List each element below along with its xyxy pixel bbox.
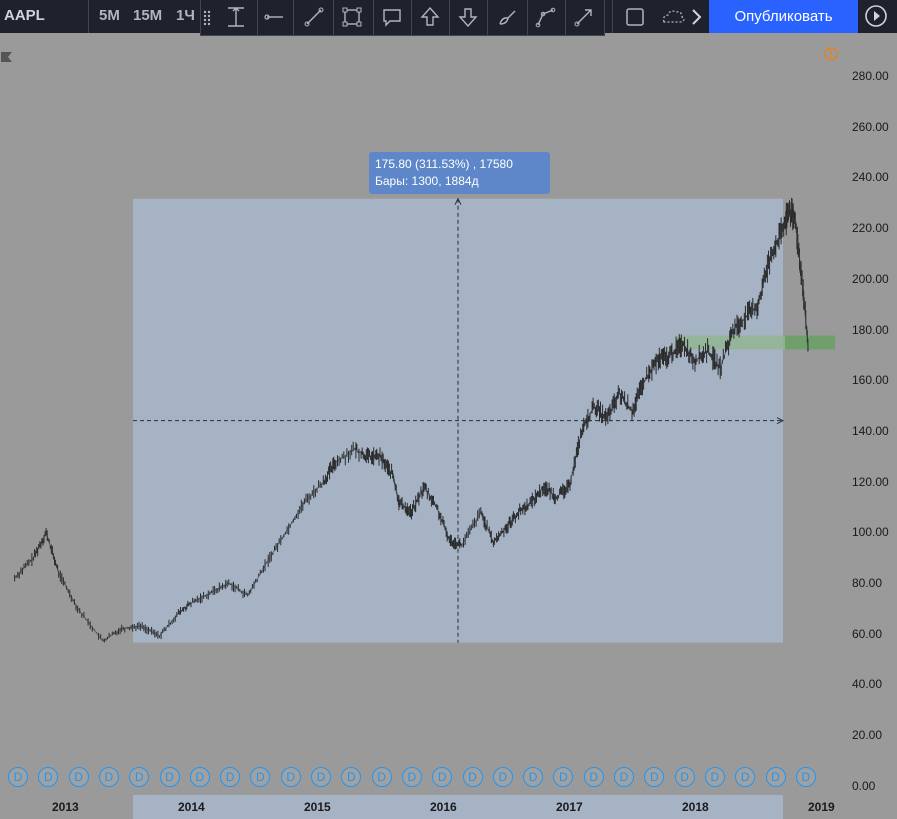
dividend-marker[interactable]: D	[735, 767, 756, 787]
price-tick: 240.00	[852, 170, 889, 185]
price-series	[14, 197, 809, 643]
timeframe-1h[interactable]: 1Ч	[176, 7, 195, 24]
time-tick: 2014	[178, 800, 205, 814]
dividend-marker[interactable]: D	[704, 767, 725, 787]
tool-divider	[487, 0, 488, 35]
callout-icon[interactable]	[377, 2, 407, 32]
trend-line-icon[interactable]	[299, 2, 329, 32]
dividend-marker[interactable]: D	[674, 767, 695, 787]
dividend-marker[interactable]: D	[371, 767, 392, 787]
price-tick: 220.00	[852, 221, 889, 236]
tool-divider	[333, 0, 334, 35]
dividend-marker[interactable]: D	[280, 767, 301, 787]
dividend-marker[interactable]: D	[8, 767, 28, 787]
support-zone-dark	[785, 335, 835, 350]
dividend-marker[interactable]: D	[129, 767, 150, 787]
dividend-marker[interactable]: D	[765, 767, 786, 787]
dividend-marker[interactable]: D	[432, 767, 453, 787]
dividend-marker[interactable]: D	[553, 767, 574, 787]
price-tick: 20.00	[852, 728, 883, 743]
drag-handle-icon[interactable]	[203, 10, 211, 26]
price-line	[14, 207, 809, 642]
time-tick: 2013	[52, 800, 79, 814]
dividend-marker[interactable]: D	[311, 767, 331, 787]
price-tick: 200.00	[852, 271, 889, 286]
chart-plot[interactable]	[0, 33, 840, 795]
flag-icon[interactable]	[0, 50, 14, 62]
price-tick: 160.00	[852, 373, 889, 388]
time-tick: 2018	[682, 800, 709, 814]
measure-arrow-up	[454, 197, 462, 205]
dividend-marker[interactable]: D	[583, 767, 604, 787]
time-range-highlight	[133, 795, 783, 819]
dividend-marker[interactable]: D	[250, 767, 271, 787]
dividend-marker[interactable]: D	[523, 767, 544, 787]
price-tick: 40.00	[852, 677, 883, 692]
price-tick: 100.00	[852, 525, 889, 540]
tool-divider	[527, 0, 528, 35]
measure-bars: Бары: 1300, 1884д	[375, 174, 479, 188]
dividend-marker[interactable]: D	[159, 767, 180, 787]
price-tick: 260.00	[852, 119, 889, 134]
dividend-marker[interactable]: D	[644, 767, 665, 787]
dividend-marker[interactable]: D	[614, 767, 634, 787]
brush-icon[interactable]	[493, 2, 523, 32]
measure-change: 175.80 (311.53%) , 17580	[375, 157, 513, 171]
dividend-marker[interactable]: D	[98, 767, 119, 787]
dividend-marker[interactable]: D	[492, 767, 513, 787]
tool-divider	[565, 0, 566, 35]
measure-tooltip: 175.80 (311.53%) , 17580 Бары: 1300, 188…	[369, 152, 550, 194]
price-tick: 180.00	[852, 322, 889, 337]
toolbar-divider	[612, 0, 613, 33]
dividend-marker[interactable]: D	[189, 767, 210, 787]
publish-button[interactable]: Опубликовать	[709, 0, 858, 33]
time-scale[interactable]	[0, 795, 840, 819]
arrow-down-icon[interactable]	[453, 2, 483, 32]
time-tick: 2015	[304, 800, 331, 814]
alert-icon[interactable]	[824, 47, 838, 61]
symbol-label[interactable]: AAPL	[4, 7, 45, 24]
dividend-marker[interactable]: D	[795, 767, 816, 787]
chevron-right-icon[interactable]	[684, 2, 708, 32]
date-range-icon[interactable]	[221, 2, 251, 32]
dividend-marker[interactable]: D	[220, 767, 241, 787]
tool-divider	[257, 0, 258, 35]
drawing-toolbar	[200, 0, 605, 36]
arrow-up-icon[interactable]	[415, 2, 445, 32]
dividend-marker[interactable]: D	[38, 767, 59, 787]
price-tick: 60.00	[852, 626, 883, 641]
path-icon[interactable]	[531, 2, 561, 32]
price-tick: 120.00	[852, 474, 889, 489]
timeframe-15m[interactable]: 15М	[133, 7, 163, 24]
timeframe-5m[interactable]: 5М	[99, 7, 120, 24]
price-tick: 280.00	[852, 69, 889, 83]
dividend-marker[interactable]: D	[462, 767, 483, 787]
price-tick: 80.00	[852, 576, 883, 590]
tool-divider	[373, 0, 374, 35]
tool-divider	[449, 0, 450, 35]
dividend-marker[interactable]: D	[401, 767, 422, 787]
time-tick: 2016	[430, 800, 457, 814]
tool-divider	[293, 0, 294, 35]
rectangle-select-icon[interactable]	[337, 2, 367, 32]
arrow-line-icon[interactable]	[569, 2, 599, 32]
toolbar-divider	[88, 0, 89, 33]
tool-divider	[411, 0, 412, 35]
play-icon[interactable]	[864, 4, 888, 28]
rectangle-icon[interactable]	[620, 2, 650, 32]
time-tick: 2019	[808, 800, 835, 814]
time-tick: 2017	[556, 800, 583, 814]
dividend-marker[interactable]: D	[68, 767, 89, 787]
dividend-marker[interactable]: D	[341, 767, 362, 787]
horizontal-ray-icon[interactable]	[259, 2, 289, 32]
measure-arrow-right	[776, 417, 785, 425]
price-tick: 140.00	[852, 423, 889, 438]
price-tick: 0.00	[852, 778, 876, 793]
